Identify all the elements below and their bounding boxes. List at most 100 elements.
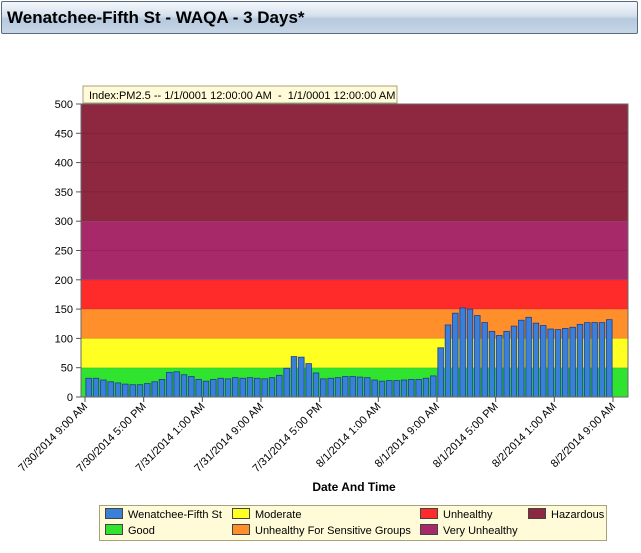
bar xyxy=(342,376,349,398)
legend-item-usg: Unhealthy For Sensitive Groups xyxy=(232,524,411,538)
bar xyxy=(408,379,415,398)
bar xyxy=(584,322,591,398)
aqi-band xyxy=(81,104,628,222)
bar xyxy=(312,372,320,398)
bar xyxy=(606,319,613,398)
title-bar: Wenatchee-Fifth St - WAQA - 3 Days* xyxy=(1,1,638,34)
bar xyxy=(554,329,562,398)
aqi-band xyxy=(81,279,628,310)
bar xyxy=(547,328,554,398)
bar xyxy=(305,363,312,398)
bar xyxy=(598,322,606,398)
bar xyxy=(107,381,114,398)
bar xyxy=(430,375,437,398)
bar xyxy=(217,377,224,398)
legend-item-unhealthy: Unhealthy xyxy=(420,508,493,522)
bar xyxy=(290,356,298,398)
bar xyxy=(261,378,268,398)
bar xyxy=(503,330,510,398)
bar xyxy=(151,381,158,398)
y-tick-label: 200 xyxy=(55,275,73,287)
bar xyxy=(92,377,100,398)
bar xyxy=(540,325,547,398)
bar xyxy=(276,374,283,398)
legend-swatch xyxy=(105,524,123,535)
bar xyxy=(474,315,481,398)
bar xyxy=(166,371,173,398)
legend-swatch xyxy=(420,524,438,535)
x-tick-label: 8/1/2014 1:00 AM xyxy=(314,401,383,470)
bar xyxy=(569,326,576,398)
bar xyxy=(100,379,107,398)
bar xyxy=(415,379,422,398)
y-tick-label: 300 xyxy=(55,216,73,228)
legend-item-moderate: Moderate xyxy=(232,508,301,522)
bar xyxy=(129,384,136,398)
bar xyxy=(334,377,342,398)
bar xyxy=(459,307,466,398)
bar xyxy=(466,308,474,398)
legend-swatch xyxy=(528,508,546,519)
bar xyxy=(518,319,525,398)
y-tick-label: 250 xyxy=(55,246,73,258)
page-title: Wenatchee-Fifth St - WAQA - 3 Days* xyxy=(7,8,305,27)
x-axis-label: Date And Time xyxy=(312,480,396,494)
bar xyxy=(444,324,452,398)
bar xyxy=(452,312,459,398)
bar xyxy=(525,316,532,398)
bar xyxy=(158,379,166,398)
bar xyxy=(283,367,290,398)
x-tick-label: 8/2/2014 1:00 AM xyxy=(490,401,559,470)
bar xyxy=(422,377,430,398)
bar xyxy=(532,322,540,398)
legend-item-series: Wenatchee-Fifth St xyxy=(105,508,222,522)
bar xyxy=(202,380,210,398)
bar xyxy=(114,382,122,398)
bar xyxy=(378,380,386,398)
y-tick-label: 150 xyxy=(55,304,73,316)
legend-swatch xyxy=(105,508,123,519)
bar xyxy=(349,376,356,398)
bar xyxy=(136,384,144,398)
legend-item-very-unhealthy: Very Unhealthy xyxy=(420,524,518,538)
y-tick-label: 50 xyxy=(61,363,73,375)
bar xyxy=(356,376,364,398)
bar xyxy=(393,380,400,398)
legend-swatch xyxy=(232,524,250,535)
y-tick-label: 100 xyxy=(55,333,73,345)
bar xyxy=(562,328,569,398)
bar xyxy=(195,379,202,398)
bar xyxy=(122,383,129,398)
bar xyxy=(144,383,151,398)
legend-swatch xyxy=(232,508,250,519)
y-tick-label: 450 xyxy=(55,128,73,140)
bar xyxy=(591,322,598,398)
bar xyxy=(210,379,217,398)
legend: Wenatchee-Fifth St Moderate Unhealthy Ha… xyxy=(99,505,607,541)
bar xyxy=(239,377,246,398)
legend-item-hazardous: Hazardous xyxy=(528,508,604,522)
y-tick-label: 0 xyxy=(67,392,73,404)
index-label-box xyxy=(82,85,398,104)
bar xyxy=(400,379,408,398)
bar xyxy=(180,374,188,398)
aqi-band xyxy=(81,221,628,280)
legend-swatch xyxy=(420,508,438,519)
bar xyxy=(298,356,305,398)
bar xyxy=(320,378,327,398)
bar xyxy=(327,377,334,398)
bar xyxy=(496,335,503,398)
bar xyxy=(224,378,232,398)
bar xyxy=(576,323,584,398)
bar xyxy=(268,377,276,398)
bar xyxy=(488,330,496,398)
bar xyxy=(85,377,92,398)
bar xyxy=(173,371,180,398)
bar xyxy=(232,377,239,398)
index-label: Index:PM2.5 -- 1/1/0001 12:00:00 AM - 1/… xyxy=(89,90,395,102)
bar xyxy=(254,377,261,398)
bar xyxy=(481,322,488,398)
y-tick-label: 350 xyxy=(55,187,73,199)
bar xyxy=(437,347,444,398)
bar xyxy=(386,380,393,398)
